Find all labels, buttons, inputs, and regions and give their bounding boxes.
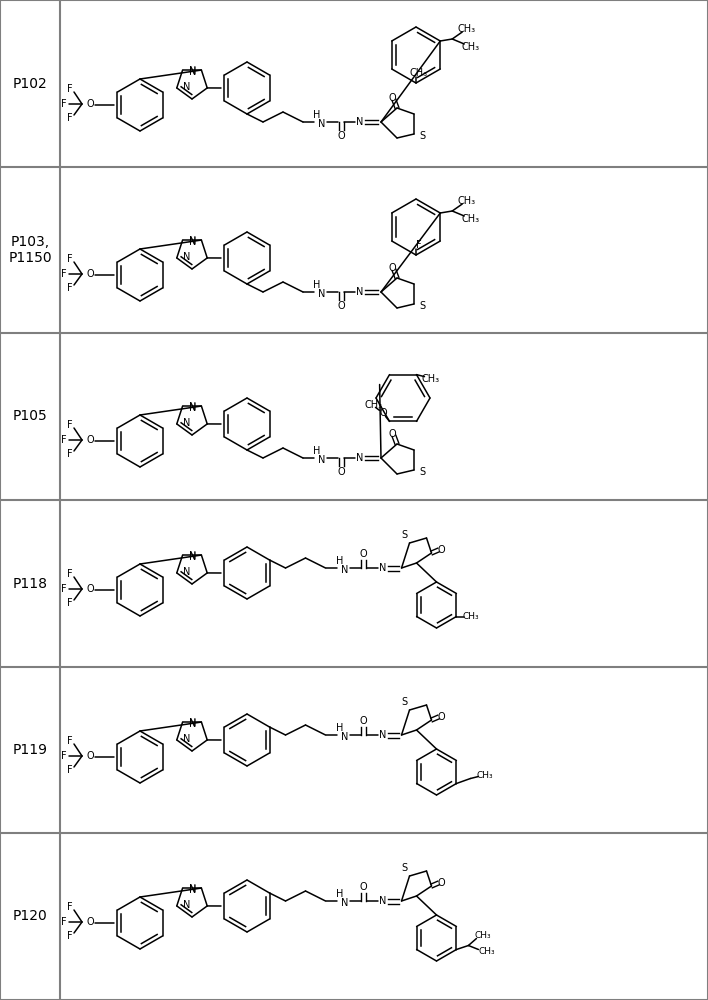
- Text: N: N: [188, 236, 196, 246]
- Text: N: N: [341, 565, 348, 575]
- Text: O: O: [337, 467, 345, 477]
- Text: F: F: [67, 113, 73, 123]
- Text: O: O: [86, 584, 94, 594]
- Text: H: H: [314, 110, 321, 120]
- Text: F: F: [61, 751, 67, 761]
- Text: H: H: [314, 280, 321, 290]
- Text: O: O: [360, 716, 367, 726]
- Text: O: O: [379, 408, 387, 418]
- Text: N: N: [189, 403, 196, 413]
- Text: S: S: [419, 131, 425, 141]
- Text: N: N: [379, 730, 386, 740]
- Text: H: H: [336, 556, 343, 566]
- Text: F: F: [67, 736, 73, 746]
- Text: N: N: [183, 82, 190, 92]
- Text: CH₃: CH₃: [462, 612, 479, 621]
- Text: N: N: [341, 898, 348, 908]
- Text: O: O: [388, 93, 396, 103]
- Text: N: N: [341, 732, 348, 742]
- Text: N: N: [188, 884, 196, 894]
- Text: N: N: [379, 563, 386, 573]
- Text: O: O: [438, 545, 445, 555]
- Text: CH₃: CH₃: [461, 214, 479, 224]
- Text: N: N: [319, 289, 326, 299]
- Text: N: N: [319, 455, 326, 465]
- Text: F: F: [67, 420, 73, 430]
- Text: O: O: [86, 751, 94, 761]
- Text: F: F: [67, 902, 73, 912]
- Text: O: O: [337, 131, 345, 141]
- Text: O: O: [360, 882, 367, 892]
- Text: O: O: [438, 878, 445, 888]
- Text: N: N: [188, 402, 196, 412]
- Text: N: N: [356, 117, 364, 127]
- Text: N: N: [189, 67, 196, 77]
- Text: N: N: [183, 567, 190, 577]
- Text: O: O: [86, 917, 94, 927]
- Text: N: N: [189, 885, 196, 895]
- Text: O: O: [86, 99, 94, 109]
- Text: O: O: [388, 429, 396, 439]
- Text: CH₃: CH₃: [461, 42, 479, 52]
- Text: H: H: [336, 723, 343, 733]
- Text: N: N: [183, 418, 190, 428]
- Text: F: F: [61, 269, 67, 279]
- Text: H: H: [336, 889, 343, 899]
- Text: N: N: [183, 900, 190, 910]
- Text: F: F: [67, 765, 73, 775]
- Text: P105: P105: [13, 410, 47, 424]
- Text: CH₃: CH₃: [421, 374, 440, 384]
- Text: CH₃: CH₃: [474, 931, 491, 940]
- Text: F: F: [67, 283, 73, 293]
- Text: O: O: [438, 712, 445, 722]
- Text: CH₃: CH₃: [457, 24, 475, 34]
- Text: CH₃: CH₃: [457, 196, 475, 206]
- Text: CH₃: CH₃: [478, 947, 495, 956]
- Text: N: N: [189, 552, 196, 562]
- Text: O: O: [337, 301, 345, 311]
- Text: N: N: [356, 453, 364, 463]
- Text: H: H: [314, 446, 321, 456]
- Text: F: F: [67, 569, 73, 579]
- Text: F: F: [67, 254, 73, 264]
- Text: N: N: [379, 896, 386, 906]
- Text: S: S: [419, 301, 425, 311]
- Text: F: F: [416, 240, 422, 250]
- Text: O: O: [86, 435, 94, 445]
- Text: N: N: [183, 252, 190, 262]
- Text: F: F: [67, 931, 73, 941]
- Text: CH₃: CH₃: [476, 771, 493, 780]
- Text: F: F: [61, 917, 67, 927]
- Text: O: O: [388, 263, 396, 273]
- Text: N: N: [189, 237, 196, 247]
- Text: P119: P119: [13, 743, 47, 757]
- Text: P102: P102: [13, 77, 47, 91]
- Text: S: S: [419, 467, 425, 477]
- Text: S: S: [401, 697, 408, 707]
- Text: CH₃: CH₃: [365, 400, 382, 410]
- Text: N: N: [189, 719, 196, 729]
- Text: P120: P120: [13, 910, 47, 924]
- Text: F: F: [67, 449, 73, 459]
- Text: F: F: [67, 84, 73, 94]
- Text: N: N: [188, 66, 196, 76]
- Text: N: N: [183, 734, 190, 744]
- Text: P103,
P1150: P103, P1150: [8, 235, 52, 265]
- Text: N: N: [188, 718, 196, 728]
- Text: N: N: [188, 551, 196, 561]
- Text: F: F: [61, 99, 67, 109]
- Text: P118: P118: [13, 576, 47, 590]
- Text: F: F: [61, 584, 67, 594]
- Text: F: F: [61, 435, 67, 445]
- Text: N: N: [356, 287, 364, 297]
- Text: S: S: [401, 863, 408, 873]
- Text: O: O: [360, 549, 367, 559]
- Text: F: F: [67, 598, 73, 608]
- Text: O: O: [86, 269, 94, 279]
- Text: N: N: [319, 119, 326, 129]
- Text: CH₃: CH₃: [410, 68, 428, 78]
- Text: S: S: [401, 530, 408, 540]
